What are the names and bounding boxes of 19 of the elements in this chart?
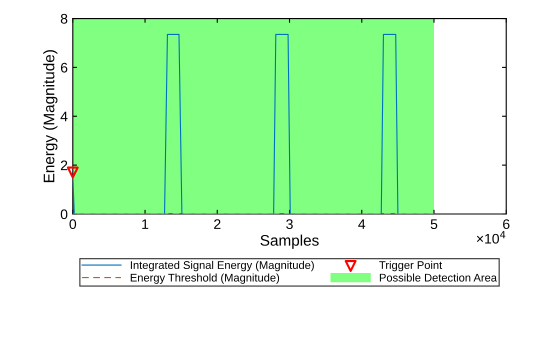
x-tick-label: 5 — [430, 219, 438, 230]
text: ×10$^{4}$ — [476, 231, 506, 244]
y-tick-label: 0 — [60, 209, 68, 220]
x-axis-title: Samples — [260, 234, 319, 249]
y-axis-title: Energy (Magnitude) — [43, 50, 58, 182]
legend-label: Integrated Signal Energy (Magnitude) — [130, 260, 314, 272]
x-tick-label: 2 — [214, 219, 220, 229]
x-tick-label: 0 — [69, 219, 76, 230]
x-tick-label: 4 — [358, 219, 366, 229]
legend-label: Possible Detection Area — [380, 273, 497, 282]
y-tick-label: 6 — [60, 62, 68, 73]
x-tick-label: 6 — [503, 219, 510, 230]
x-tick-label: 1 — [142, 219, 148, 229]
legend-label: Energy Threshold (Magnitude) — [130, 273, 280, 284]
legend-label: Trigger Point — [379, 260, 442, 272]
y-tick-label: 2 — [60, 160, 68, 170]
y-tick-label: 4 — [60, 112, 68, 122]
x-tick-label: 3 — [286, 219, 293, 230]
y-tick-label: 8 — [60, 14, 68, 24]
